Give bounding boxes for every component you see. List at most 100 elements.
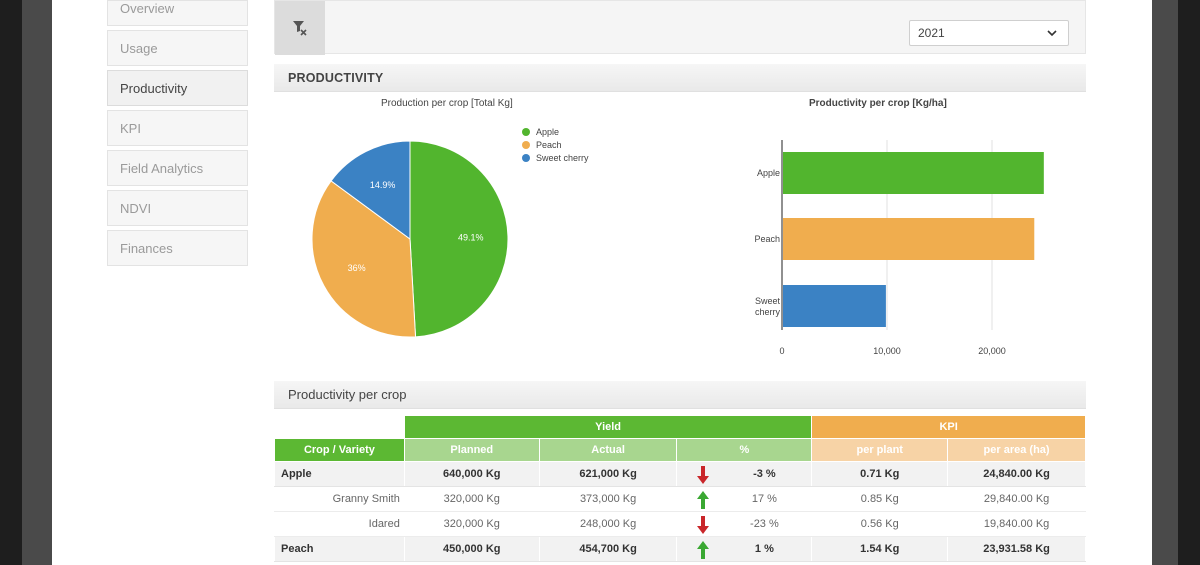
actual-cell: 621,000 Kg — [538, 461, 678, 487]
pie-data-label: 36% — [348, 263, 366, 273]
sidebar-item-field-analytics[interactable]: Field Analytics — [107, 150, 248, 186]
arrow-up-icon — [697, 491, 710, 509]
y-category-label: cherry — [755, 307, 781, 317]
y-category-label: Sweet — [755, 296, 781, 306]
percent-cell: 17 % — [676, 486, 813, 512]
percent-value: -23 % — [750, 518, 779, 530]
per-plant-cell: 0.85 Kg — [811, 486, 949, 512]
bar-apple[interactable] — [783, 152, 1044, 194]
legend-label: Sweet cherry — [536, 152, 589, 163]
sidebar-item-label: Finances — [120, 240, 173, 256]
table-header-empty — [274, 415, 405, 439]
legend-item-sweet-cherry[interactable]: Sweet cherry — [522, 151, 589, 164]
app-screen: Overview Usage Productivity KPI Field An… — [52, 0, 1152, 565]
bar-chart-title: Productivity per crop [Kg/ha] — [809, 98, 947, 109]
sidebar-item-label: Overview — [120, 1, 175, 16]
sidebar-item-ndvi[interactable]: NDVI — [107, 190, 248, 226]
pie-slice-apple[interactable] — [409, 140, 509, 338]
legend-label: Apple — [536, 126, 560, 137]
table-group-header-row: Yield KPI — [274, 415, 1086, 439]
device-bezel-left-inner — [22, 0, 52, 565]
percent-cell: 1 % — [676, 536, 813, 562]
sidebar-item-finances[interactable]: Finances — [107, 230, 248, 266]
yield-group-header: Yield — [403, 415, 813, 439]
kpi-group-header: KPI — [811, 415, 1086, 439]
y-category-label: Peach — [754, 234, 780, 244]
year-select[interactable]: 2021 — [909, 20, 1069, 46]
device-bezel-right-inner — [1152, 0, 1178, 565]
actual-cell: 373,000 Kg — [538, 486, 678, 512]
sidebar-item-label: Field Analytics — [120, 160, 204, 176]
col-planned[interactable]: Planned — [403, 438, 540, 462]
per-plant-cell: 0.56 Kg — [811, 511, 949, 537]
col-crop-variety[interactable]: Crop / Variety — [274, 438, 405, 462]
sidebar-item-kpi[interactable]: KPI — [107, 110, 248, 146]
col-per-area[interactable]: per area (ha) — [947, 438, 1086, 462]
legend-dot — [522, 127, 530, 136]
col-percent[interactable]: % — [676, 438, 813, 462]
device-bezel-left — [0, 0, 22, 565]
sidebar-item-productivity[interactable]: Productivity — [107, 70, 248, 106]
per-area-cell: 29,840.00 Kg — [947, 486, 1086, 512]
planned-cell: 640,000 Kg — [403, 461, 540, 487]
productivity-section-header: PRODUCTIVITY — [274, 64, 1086, 92]
table-section-header: Productivity per crop — [274, 381, 1086, 409]
arrow-up-icon — [697, 541, 710, 559]
legend-item-apple[interactable]: Apple — [522, 125, 589, 138]
crop-name: Peach — [274, 536, 405, 562]
arrow-down-icon — [697, 516, 710, 534]
percent-cell: -3 % — [676, 461, 813, 487]
pie-title-text: Production per crop [Total Kg] — [381, 98, 513, 109]
table-row[interactable]: Peach 450,000 Kg 454,700 Kg 1 % 1.54 Kg … — [274, 536, 1086, 562]
table-row[interactable]: Apple 640,000 Kg 621,000 Kg -3 % 0.71 Kg… — [274, 461, 1086, 487]
bar-title-text: Productivity per crop [Kg/ha] — [809, 98, 947, 109]
section-title: PRODUCTIVITY — [288, 70, 384, 85]
bar-sweet-cherry[interactable] — [783, 285, 886, 327]
percent-value: -3 % — [753, 468, 776, 480]
x-tick-label: 0 — [779, 346, 784, 356]
clear-filter-button[interactable] — [275, 1, 325, 55]
filter-clear-icon — [293, 21, 307, 36]
x-tick-label: 20,000 — [978, 346, 1006, 356]
arrow-down-icon — [697, 466, 710, 484]
table-row[interactable]: Granny Smith 320,000 Kg 373,000 Kg 17 % … — [274, 486, 1086, 512]
percent-cell: -23 % — [676, 511, 813, 537]
per-area-cell: 23,931.58 Kg — [947, 536, 1086, 562]
per-area-cell: 24,840.00 Kg — [947, 461, 1086, 487]
sidebar-item-label: NDVI — [120, 200, 152, 216]
actual-cell: 454,700 Kg — [538, 536, 678, 562]
pie-chart: 49.1% 36% 14.9% — [311, 140, 509, 338]
table-row[interactable]: Idared 320,000 Kg 248,000 Kg -23 % 0.56 … — [274, 511, 1086, 537]
sidebar-nav: Overview Usage Productivity KPI Field An… — [107, 0, 248, 270]
section-title: Productivity per crop — [288, 387, 407, 402]
col-per-plant[interactable]: per plant — [811, 438, 949, 462]
pie-chart-title: Production per crop [Total Kg] — [381, 98, 513, 109]
productivity-table: Yield KPI Crop / Variety Planned Actual … — [274, 415, 1086, 562]
legend-dot — [522, 153, 530, 162]
chevron-down-icon — [1047, 30, 1057, 37]
pie-legend: Apple Peach Sweet cherry — [522, 125, 589, 164]
sidebar-item-label: Usage — [120, 40, 158, 56]
legend-item-peach[interactable]: Peach — [522, 138, 589, 151]
bar-peach[interactable] — [783, 218, 1035, 260]
pie-slice-peach[interactable] — [311, 180, 417, 338]
sidebar-item-overview[interactable]: Overview — [107, 0, 248, 26]
actual-cell: 248,000 Kg — [538, 511, 678, 537]
planned-cell: 320,000 Kg — [403, 486, 540, 512]
pie-slice-sweet-cherry[interactable] — [330, 140, 411, 240]
col-actual[interactable]: Actual — [538, 438, 678, 462]
crop-name: Apple — [274, 461, 405, 487]
year-select-value: 2021 — [918, 26, 945, 40]
sidebar-item-usage[interactable]: Usage — [107, 30, 248, 66]
planned-cell: 450,000 Kg — [403, 536, 540, 562]
filter-bar: 2021 — [274, 0, 1086, 55]
y-category-label: Apple — [757, 168, 780, 178]
variety-name: Idared — [274, 511, 405, 537]
legend-dot — [522, 140, 530, 149]
sidebar-item-label: KPI — [120, 120, 141, 136]
planned-cell: 320,000 Kg — [403, 511, 540, 537]
legend-label: Peach — [536, 139, 562, 150]
pie-data-label: 49.1% — [458, 232, 484, 242]
per-plant-cell: 1.54 Kg — [811, 536, 949, 562]
